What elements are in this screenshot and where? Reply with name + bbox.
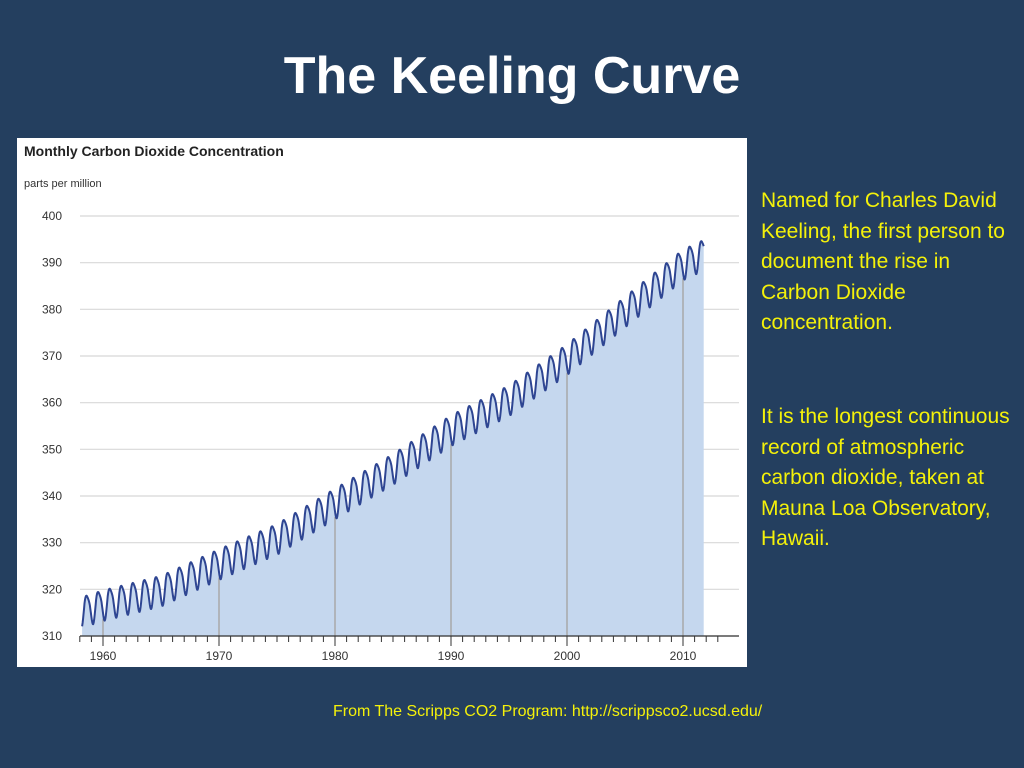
y-tick-label-400: 400: [42, 209, 62, 223]
x-tick-label-1970: 1970: [206, 649, 233, 663]
y-tick-label-310: 310: [42, 629, 62, 643]
x-tick-label-2010: 2010: [670, 649, 697, 663]
decade-marker-layer: [102, 278, 684, 636]
co2-monthly-line: [81, 240, 705, 627]
x-tick-label-1980: 1980: [322, 649, 349, 663]
y-tick-label-360: 360: [42, 396, 62, 410]
y-tick-label-370: 370: [42, 349, 62, 363]
line-layer: [81, 240, 705, 627]
x-tick-label-2000: 2000: [554, 649, 581, 663]
y-tick-label-340: 340: [42, 489, 62, 503]
source-citation: From The Scripps CO2 Program: http://scr…: [333, 703, 763, 720]
x-tick-label-1990: 1990: [438, 649, 465, 663]
y-tick-label-350: 350: [42, 442, 62, 456]
x-tick-layer: 1960 1970 1980 1990 2000 2010: [90, 649, 697, 663]
y-tick-label-390: 390: [42, 256, 62, 270]
y-tick-label-330: 330: [42, 536, 62, 550]
description-paragraph-1: Named for Charles David Keeling, the fir…: [761, 189, 1005, 334]
chart-svg: Monthly Carbon Dioxide Concentration par…: [24, 143, 739, 663]
slide-title: The Keeling Curve: [283, 47, 741, 105]
keeling-chart: Monthly Carbon Dioxide Concentration par…: [17, 138, 747, 667]
x-axis-layer: [79, 635, 739, 646]
fill-layer: [82, 241, 704, 636]
description-paragraph-2: It is the longest continuous record of a…: [761, 405, 1010, 550]
x-tick-label-1960: 1960: [90, 649, 117, 663]
y-axis-label: parts per million: [24, 178, 102, 190]
y-tick-label-320: 320: [42, 582, 62, 596]
y-tick-label-380: 380: [42, 302, 62, 316]
chart-title: Monthly Carbon Dioxide Concentration: [24, 143, 284, 159]
co2-area-fill: [82, 241, 704, 636]
y-tick-layer: 310 320 330 340 350 360 370 380 390 400: [42, 209, 62, 643]
